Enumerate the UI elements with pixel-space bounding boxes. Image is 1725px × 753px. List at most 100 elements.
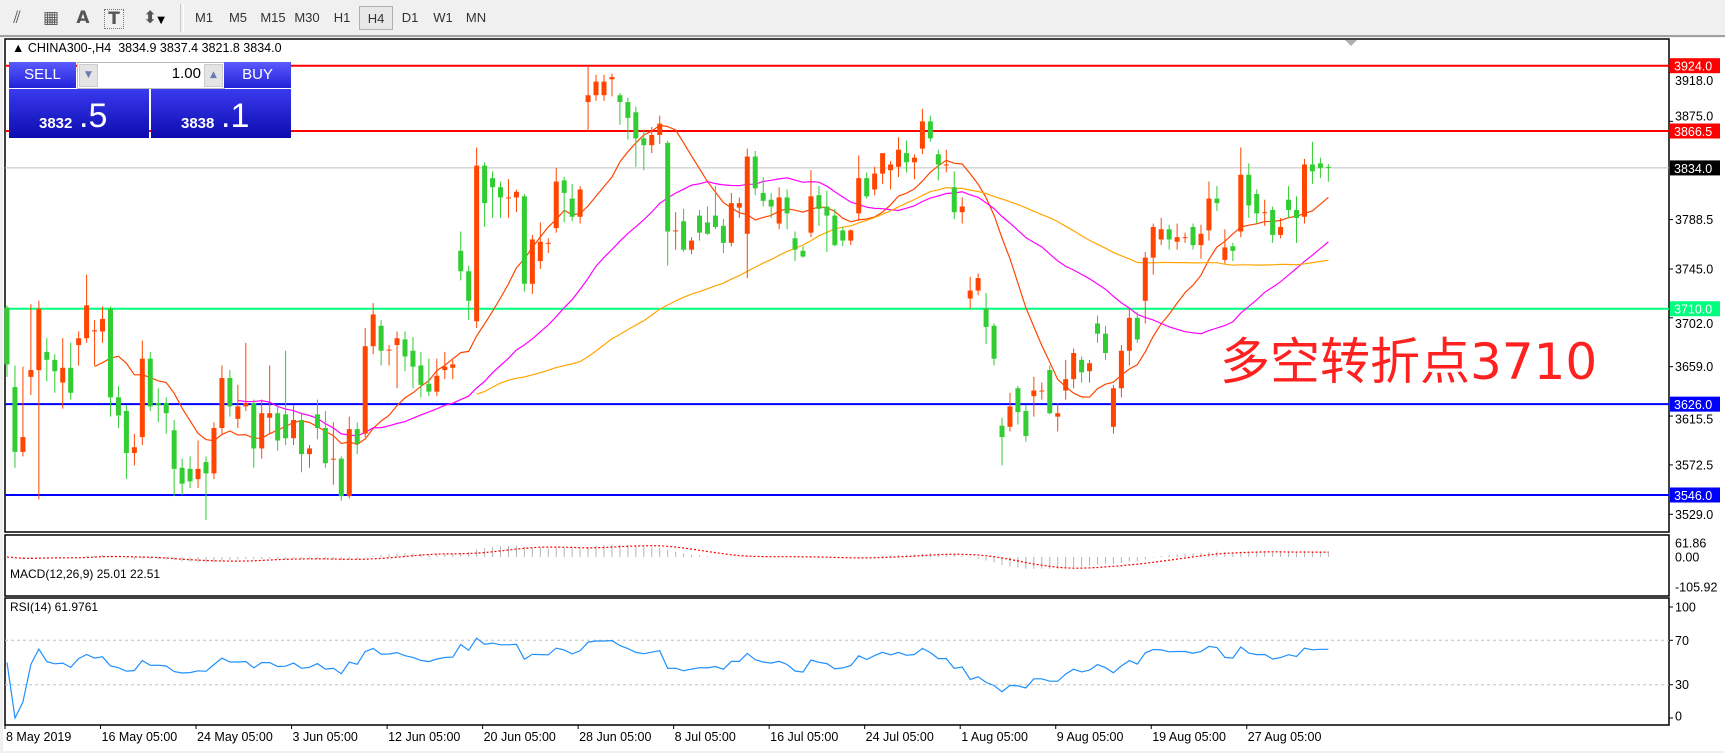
candle-body <box>314 414 320 428</box>
candle <box>657 115 663 145</box>
candle <box>338 456 344 501</box>
candle <box>935 149 941 181</box>
candle-body <box>704 222 710 234</box>
macd-tick-label: 0.00 <box>1675 551 1699 565</box>
text-icon[interactable]: A <box>76 8 90 28</box>
buy-price-button[interactable]: 3838 .1 <box>151 89 291 138</box>
timeframe-m30[interactable]: M30 <box>294 10 320 25</box>
macd-label: MACD(12,26,9) 25.01 22.51 <box>10 567 160 581</box>
candle <box>712 186 718 230</box>
candle <box>1142 251 1148 324</box>
arrows-glyph: ⬍ <box>143 8 158 28</box>
candle-body <box>1142 257 1148 301</box>
timeframe-m15[interactable]: M15 <box>260 10 286 25</box>
candle <box>1118 345 1124 398</box>
candle-body <box>529 239 535 284</box>
candle <box>808 170 814 238</box>
candle-body <box>330 458 336 460</box>
candle <box>1166 224 1172 250</box>
candle-body <box>744 156 750 234</box>
ohlc-readout: 3834.9 3837.4 3821.8 3834.0 <box>118 41 282 55</box>
candle <box>1023 405 1029 442</box>
candle <box>1198 224 1204 259</box>
candle <box>458 231 464 281</box>
candle <box>123 405 129 480</box>
time-tick-label: 19 Aug 05:00 <box>1152 730 1226 744</box>
candle-body <box>131 447 137 453</box>
macd-panel <box>6 544 1329 569</box>
candle <box>1095 315 1101 343</box>
timeframe-d1[interactable]: D1 <box>401 10 419 25</box>
candle <box>728 192 734 247</box>
candle <box>147 351 153 411</box>
buy-price-main: 3838 <box>181 115 215 132</box>
candle-body <box>147 358 153 407</box>
toolbar-separator <box>180 4 184 32</box>
candle-body <box>322 427 328 464</box>
candle-body <box>1047 370 1053 414</box>
candle <box>482 162 488 227</box>
chart-shift-marker[interactable] <box>1345 40 1357 46</box>
candle <box>275 405 281 451</box>
fibonacci-fan-icon[interactable]: ▦ <box>42 8 60 28</box>
lot-decrease-button[interactable]: ▼ <box>79 64 98 87</box>
candle <box>1317 157 1323 179</box>
candle-body <box>458 250 464 272</box>
candle <box>919 108 925 155</box>
candle-body <box>1015 388 1021 413</box>
rsi-tick-label: 70 <box>1675 634 1689 648</box>
candle <box>1071 348 1077 389</box>
candle <box>959 197 965 224</box>
candle <box>704 206 710 235</box>
candle-body <box>1294 209 1300 218</box>
candle <box>561 176 567 223</box>
candle-body <box>195 468 201 480</box>
candle-body <box>1118 350 1124 389</box>
candle <box>1102 325 1108 360</box>
price-tick-label: 3572.5 <box>1675 458 1713 472</box>
candle <box>927 115 933 142</box>
candle-body <box>291 420 297 439</box>
candle-body <box>187 468 193 482</box>
collapse-triangle-icon[interactable]: ▲ <box>12 41 28 55</box>
candle <box>967 276 973 309</box>
sell-button[interactable]: SELL <box>9 62 76 88</box>
candle-body <box>975 278 981 291</box>
candle-body <box>967 290 973 299</box>
candle-body <box>139 358 145 438</box>
timeframe-h4[interactable]: H4 <box>359 6 393 30</box>
candle <box>1063 359 1069 400</box>
timeframe-w1[interactable]: W1 <box>433 10 453 25</box>
candle <box>521 194 527 292</box>
fibonacci-expansion-icon[interactable]: ⫽ <box>13 8 21 28</box>
buy-button[interactable]: BUY <box>224 62 291 88</box>
candle-body <box>1071 353 1077 380</box>
candle <box>1158 217 1164 246</box>
timeframe-m1[interactable]: M1 <box>194 10 214 25</box>
candle <box>903 140 909 173</box>
macd-tick-label: 61.86 <box>1675 537 1706 551</box>
level-price-badge <box>1670 160 1720 176</box>
timeframe-mn[interactable]: MN <box>465 10 487 25</box>
candle-body <box>943 164 949 166</box>
candle <box>306 445 312 468</box>
candle <box>1230 242 1236 262</box>
text-label-icon[interactable]: T <box>104 9 124 29</box>
timeframe-m5[interactable]: M5 <box>228 10 248 25</box>
candle <box>872 166 878 196</box>
timeframe-h1[interactable]: H1 <box>333 10 351 25</box>
sell-price-button[interactable]: 3832 .5 <box>9 89 149 138</box>
candle <box>569 183 575 222</box>
level-price-label: 3710.0 <box>1674 303 1712 317</box>
arrows-icon[interactable]: ⬍▼ <box>136 6 172 30</box>
candle-body <box>689 240 695 250</box>
lot-size-field[interactable]: ▼ 1.00 ▲ <box>77 62 225 89</box>
time-tick-label: 12 Jun 05:00 <box>388 730 460 744</box>
lot-size-value[interactable]: 1.00 <box>171 65 201 82</box>
candle <box>44 338 50 382</box>
candle <box>888 161 894 190</box>
candle-body <box>1134 317 1140 340</box>
candle <box>1278 217 1284 239</box>
lot-increase-button[interactable]: ▲ <box>204 64 223 87</box>
